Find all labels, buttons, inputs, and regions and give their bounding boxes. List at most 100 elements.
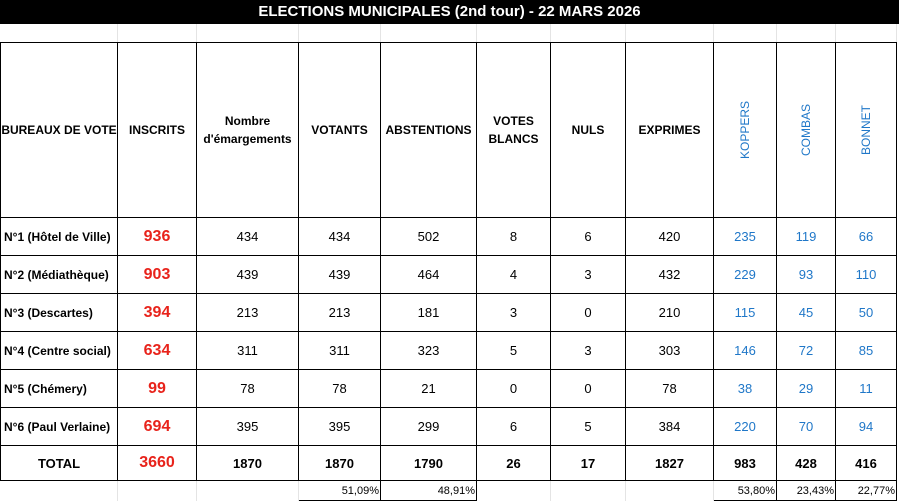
header-cell[interactable]: NULS — [550, 42, 626, 218]
percentage-cell[interactable] — [550, 480, 626, 501]
data-cell[interactable]: 8 — [476, 217, 551, 256]
data-cell[interactable]: 94 — [835, 407, 897, 446]
percentage-cell[interactable]: 48,91% — [380, 480, 477, 501]
bureau-name-cell[interactable]: N°2 (Médiathèque) — [0, 255, 118, 294]
data-cell[interactable]: 432 — [625, 255, 714, 294]
data-cell[interactable]: 229 — [713, 255, 777, 294]
total-cell[interactable]: 17 — [550, 445, 626, 481]
data-cell[interactable]: 93 — [776, 255, 836, 294]
data-cell[interactable]: 395 — [298, 407, 381, 446]
empty-cell[interactable] — [835, 24, 897, 43]
data-cell[interactable]: 115 — [713, 293, 777, 332]
data-cell[interactable]: 903 — [117, 255, 197, 294]
bureau-name-cell[interactable]: N°1 (Hôtel de Ville) — [0, 217, 118, 256]
data-cell[interactable]: 99 — [117, 369, 197, 408]
total-cell[interactable]: 428 — [776, 445, 836, 481]
percentage-cell[interactable] — [196, 480, 299, 501]
data-cell[interactable]: 694 — [117, 407, 197, 446]
total-cell[interactable]: 1870 — [196, 445, 299, 481]
empty-cell[interactable] — [117, 24, 197, 43]
data-cell[interactable]: 311 — [196, 331, 299, 370]
percentage-cell[interactable] — [476, 480, 551, 501]
total-cell[interactable]: 1790 — [380, 445, 477, 481]
data-cell[interactable]: 119 — [776, 217, 836, 256]
data-cell[interactable]: 464 — [380, 255, 477, 294]
empty-cell[interactable] — [380, 24, 477, 43]
total-cell[interactable]: 983 — [713, 445, 777, 481]
data-cell[interactable]: 72 — [776, 331, 836, 370]
percentage-cell[interactable] — [625, 480, 714, 501]
data-cell[interactable]: 439 — [298, 255, 381, 294]
bureau-name-cell[interactable]: N°5 (Chémery) — [0, 369, 118, 408]
data-cell[interactable]: 420 — [625, 217, 714, 256]
data-cell[interactable]: 220 — [713, 407, 777, 446]
percentage-cell[interactable] — [117, 480, 197, 501]
header-cell[interactable]: BUREAUX DE VOTE — [0, 42, 118, 218]
data-cell[interactable]: 634 — [117, 331, 197, 370]
total-cell[interactable]: TOTAL — [0, 445, 118, 481]
data-cell[interactable]: 323 — [380, 331, 477, 370]
data-cell[interactable]: 235 — [713, 217, 777, 256]
data-cell[interactable]: 6 — [550, 217, 626, 256]
percentage-cell[interactable]: 22,77% — [835, 480, 897, 501]
data-cell[interactable]: 146 — [713, 331, 777, 370]
data-cell[interactable]: 6 — [476, 407, 551, 446]
data-cell[interactable]: 85 — [835, 331, 897, 370]
data-cell[interactable]: 78 — [298, 369, 381, 408]
header-cell[interactable]: INSCRITS — [117, 42, 197, 218]
data-cell[interactable]: 0 — [476, 369, 551, 408]
empty-cell[interactable] — [776, 24, 836, 43]
header-cell[interactable]: VOTES BLANCS — [476, 42, 551, 218]
bureau-name-cell[interactable]: N°3 (Descartes) — [0, 293, 118, 332]
data-cell[interactable]: 384 — [625, 407, 714, 446]
data-cell[interactable]: 3 — [550, 255, 626, 294]
data-cell[interactable]: 434 — [196, 217, 299, 256]
data-cell[interactable]: 38 — [713, 369, 777, 408]
empty-cell[interactable] — [550, 24, 626, 43]
data-cell[interactable]: 3 — [550, 331, 626, 370]
data-cell[interactable]: 66 — [835, 217, 897, 256]
data-cell[interactable]: 0 — [550, 369, 626, 408]
percentage-cell[interactable] — [0, 480, 118, 501]
data-cell[interactable]: 311 — [298, 331, 381, 370]
total-cell[interactable]: 1827 — [625, 445, 714, 481]
empty-cell[interactable] — [196, 24, 299, 43]
header-cell[interactable]: COMBAS — [776, 42, 836, 218]
total-cell[interactable]: 1870 — [298, 445, 381, 481]
data-cell[interactable]: 21 — [380, 369, 477, 408]
data-cell[interactable]: 5 — [550, 407, 626, 446]
bureau-name-cell[interactable]: N°6 (Paul Verlaine) — [0, 407, 118, 446]
data-cell[interactable]: 29 — [776, 369, 836, 408]
header-cell[interactable]: VOTANTS — [298, 42, 381, 218]
data-cell[interactable]: 5 — [476, 331, 551, 370]
empty-cell[interactable] — [476, 24, 551, 43]
header-cell[interactable]: EXPRIMES — [625, 42, 714, 218]
data-cell[interactable]: 213 — [196, 293, 299, 332]
data-cell[interactable]: 110 — [835, 255, 897, 294]
empty-cell[interactable] — [298, 24, 381, 43]
data-cell[interactable]: 394 — [117, 293, 197, 332]
total-cell[interactable]: 26 — [476, 445, 551, 481]
data-cell[interactable]: 78 — [625, 369, 714, 408]
data-cell[interactable]: 434 — [298, 217, 381, 256]
data-cell[interactable]: 3 — [476, 293, 551, 332]
data-cell[interactable]: 502 — [380, 217, 477, 256]
data-cell[interactable]: 936 — [117, 217, 197, 256]
header-cell[interactable]: BONNET — [835, 42, 897, 218]
data-cell[interactable]: 78 — [196, 369, 299, 408]
header-cell[interactable]: KOPPERS — [713, 42, 777, 218]
percentage-cell[interactable]: 23,43% — [776, 480, 836, 501]
bureau-name-cell[interactable]: N°4 (Centre social) — [0, 331, 118, 370]
data-cell[interactable]: 11 — [835, 369, 897, 408]
empty-cell[interactable] — [625, 24, 714, 43]
data-cell[interactable]: 45 — [776, 293, 836, 332]
data-cell[interactable]: 50 — [835, 293, 897, 332]
header-cell[interactable]: Nombre d'émargements — [196, 42, 299, 218]
data-cell[interactable]: 4 — [476, 255, 551, 294]
data-cell[interactable]: 439 — [196, 255, 299, 294]
data-cell[interactable]: 181 — [380, 293, 477, 332]
header-cell[interactable]: ABSTENTIONS — [380, 42, 477, 218]
data-cell[interactable]: 210 — [625, 293, 714, 332]
percentage-cell[interactable]: 51,09% — [298, 480, 381, 501]
empty-cell[interactable] — [713, 24, 777, 43]
